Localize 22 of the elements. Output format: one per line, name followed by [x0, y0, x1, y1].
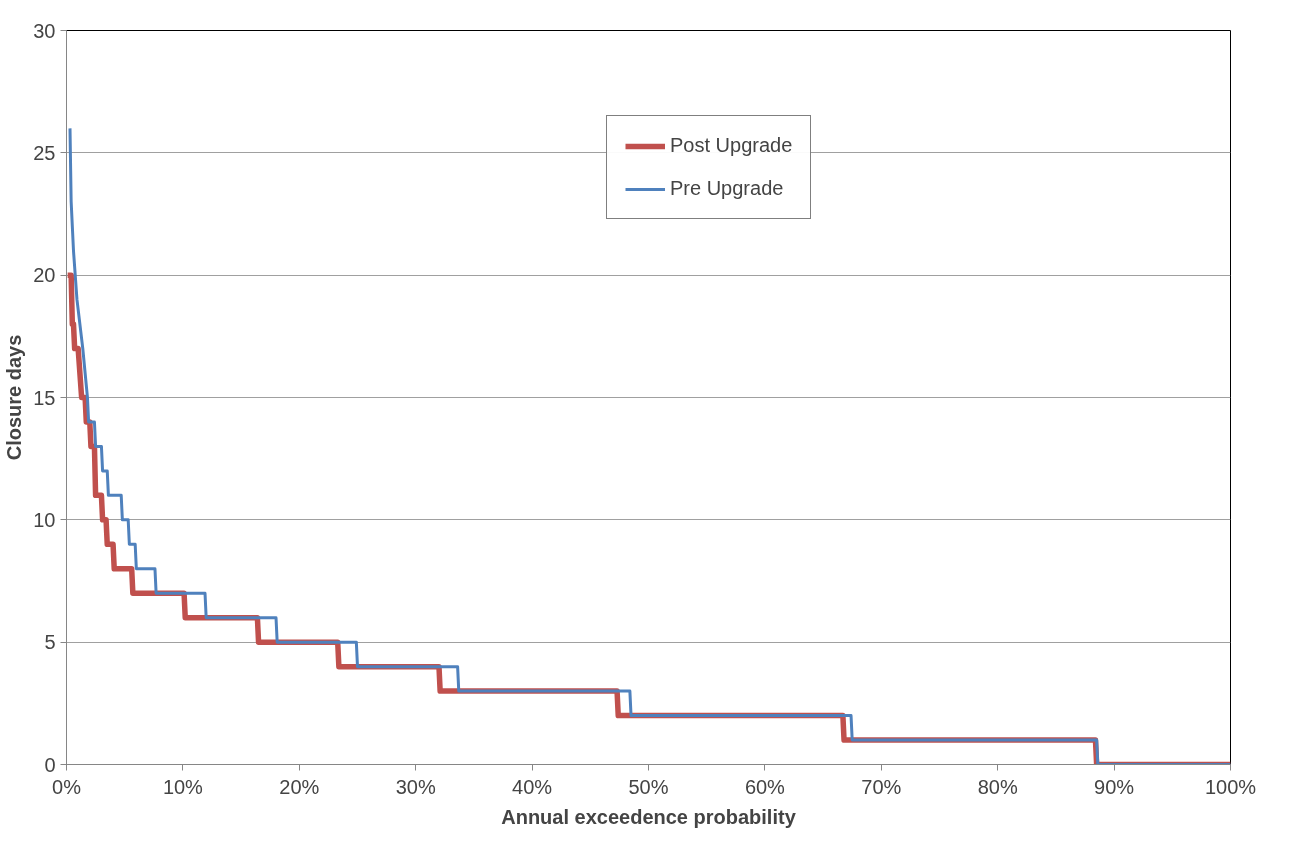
legend-label: Pre Upgrade [670, 177, 784, 200]
x-tick-label: 0% [52, 775, 82, 798]
x-tick-label: 60% [744, 775, 786, 798]
x-tick-label: 80% [977, 775, 1018, 798]
y-axis-title: Closure days [3, 334, 26, 461]
y-tick-label: 10 [33, 508, 56, 531]
x-axis-title: Annual exceedence probability [501, 805, 797, 828]
x-tick-label: 50% [628, 775, 669, 798]
y-tick-label: 5 [44, 631, 56, 654]
y-tick-label: 0 [44, 753, 56, 776]
y-tick-label: 25 [33, 141, 56, 164]
x-tick-label: 30% [395, 775, 436, 798]
x-tick-label: 90% [1094, 775, 1135, 798]
y-tick-label: 30 [33, 19, 56, 42]
legend-label: Post Upgrade [670, 134, 793, 157]
y-tick-label: 20 [33, 264, 56, 287]
x-tick-label: 20% [279, 775, 320, 798]
x-tick-label: 10% [162, 775, 204, 798]
x-tick-label: 70% [861, 775, 902, 798]
x-tick-label: 100% [1204, 775, 1257, 798]
y-tick-label: 15 [33, 386, 56, 409]
x-tick-label: 40% [512, 775, 553, 798]
